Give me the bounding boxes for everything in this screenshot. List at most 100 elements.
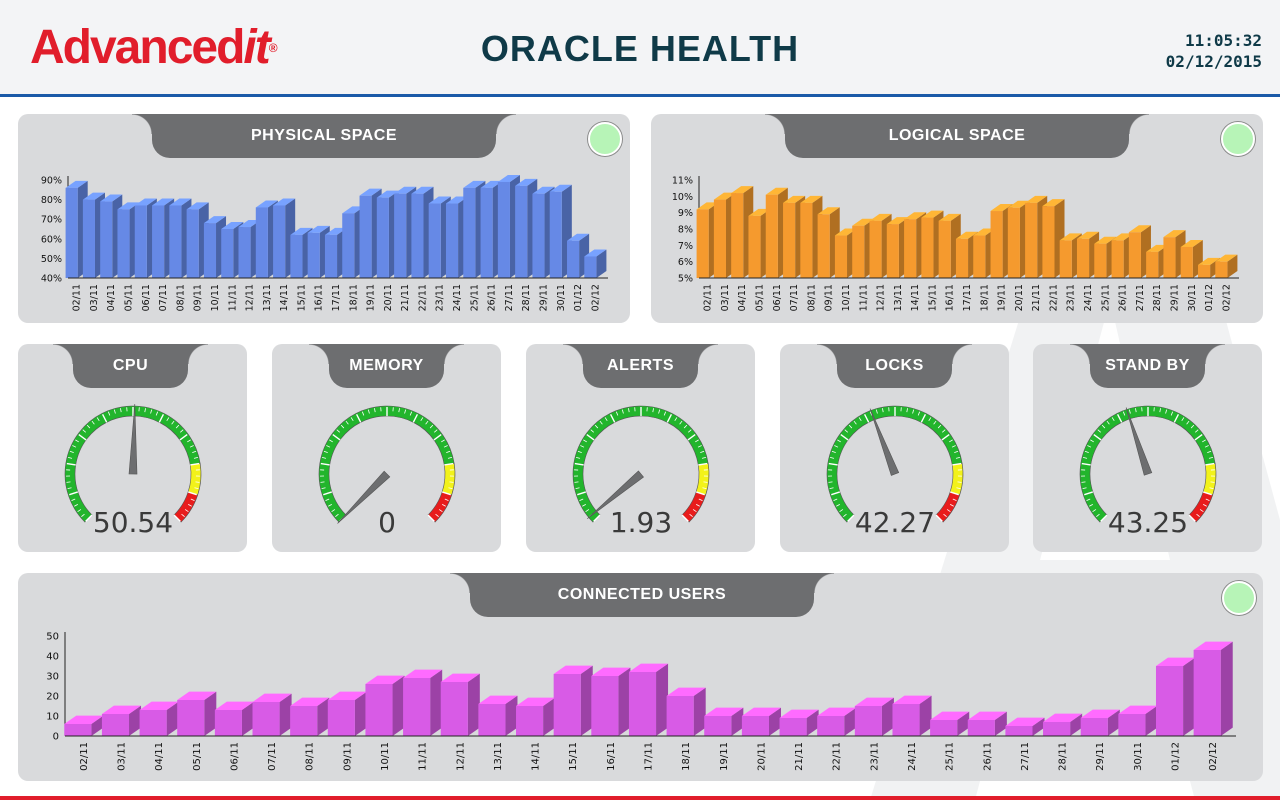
gauge-tick (171, 420, 175, 425)
physical-space-chart: 40% 50% 60% 70% 80% 90% 02/11 03/11 04/11 05/11 06… (41, 174, 608, 311)
gauge-tick (621, 409, 624, 414)
gauge-tick (941, 434, 950, 441)
bar (628, 663, 669, 736)
bar-top (65, 180, 88, 188)
gauge-tick (441, 439, 445, 443)
bar-top (1007, 200, 1030, 208)
gauge-tick (1159, 408, 1161, 413)
gauge-tick (96, 417, 100, 422)
alerts-gauge (572, 405, 710, 523)
gauge-green-band (572, 405, 709, 523)
date-display: 02/12/2015 (1165, 52, 1262, 71)
x-tick-label: 11/11 (858, 284, 869, 311)
bar-top (869, 213, 892, 221)
bar (666, 687, 706, 736)
gauge-tick (374, 408, 376, 413)
gauge-tick (956, 487, 961, 490)
gauge-tick (844, 429, 849, 433)
bar-front (359, 195, 372, 278)
bar-side (543, 697, 556, 736)
bar-side (596, 249, 607, 278)
page-title: ORACLE HEALTH (480, 28, 800, 69)
bar-front (290, 234, 303, 278)
x-tick-label: 09/11 (342, 742, 353, 771)
gauge-tick (679, 420, 683, 425)
y-tick-label: 50% (41, 254, 62, 265)
bar-top (252, 693, 292, 702)
gauge-tick (1116, 413, 1123, 423)
gauge-tick (345, 420, 349, 425)
gauge-yellow-band (695, 463, 710, 496)
x-tick-label: 02/12 (590, 284, 601, 311)
gauge-tick (575, 487, 580, 490)
bar-top (359, 188, 382, 196)
bar-top (817, 207, 840, 215)
gauge-tick (1106, 420, 1110, 425)
bar-top (930, 711, 970, 720)
gauge-tick (1082, 487, 1087, 490)
gauge-needle (869, 408, 900, 476)
gauge-tick (91, 420, 95, 425)
bar-side (204, 691, 217, 736)
gauge-tick (320, 481, 325, 483)
gauge-tick (427, 514, 435, 522)
gauge-tick (906, 408, 908, 413)
bar (1005, 717, 1045, 736)
x-tick-label: 26/11 (1118, 284, 1129, 311)
bar-top (1042, 199, 1065, 207)
gauge-tick (695, 491, 705, 496)
bar-top (1118, 705, 1158, 714)
bar-front (1005, 726, 1033, 736)
x-tick-label: 02/12 (1208, 742, 1219, 771)
gauge-green-band (318, 405, 455, 523)
bar-top (327, 691, 367, 700)
bar-front (214, 710, 242, 736)
x-tick-label: 28/11 (521, 284, 532, 311)
bar-front (1155, 666, 1184, 736)
bar-front (731, 193, 744, 278)
memory-gauge-value: 0 (378, 506, 396, 539)
bar-top (1215, 254, 1238, 262)
bar (741, 707, 781, 736)
gauge-tick (577, 450, 582, 454)
alerts-gauge-title: ALERTS (563, 344, 718, 388)
gauge-tick (920, 413, 927, 423)
bar-top (567, 233, 590, 241)
bar-front (1193, 650, 1221, 736)
bar-front (478, 704, 506, 736)
gauge-tick (692, 509, 697, 512)
gauge-tick (67, 487, 72, 490)
x-tick-label: 16/11 (606, 742, 617, 771)
bar-side (1145, 705, 1158, 736)
bar (139, 701, 179, 736)
gauge-tick (69, 491, 79, 496)
bar-front (800, 202, 813, 278)
bar-front (152, 205, 165, 278)
bar-front (428, 203, 441, 278)
x-tick-label: 25/11 (469, 284, 480, 311)
gauge-tick (576, 456, 581, 459)
bar-top (765, 187, 788, 195)
bar (365, 675, 405, 736)
x-tick-label: 06/11 (229, 742, 240, 771)
gauge-tick (190, 462, 200, 466)
x-tick-label: 12/11 (455, 742, 466, 771)
bar-top (403, 669, 443, 678)
gauge-tick (937, 424, 942, 429)
bar-top (411, 186, 434, 194)
x-tick-label: 10/11 (380, 742, 391, 771)
x-tick-label: 29/11 (1169, 284, 1180, 311)
bar-top (1111, 233, 1134, 241)
x-tick-label: 08/11 (305, 742, 316, 771)
alerts-gauge-panel: ALERTS 1.93 (526, 344, 755, 552)
bar-front (273, 205, 286, 278)
bar-top (628, 663, 669, 672)
gauge-tick (1194, 434, 1203, 441)
gauge-tick (444, 498, 449, 501)
x-tick-label: 17/11 (644, 742, 655, 771)
bar (1118, 705, 1158, 736)
bar-front (1180, 246, 1193, 278)
physical-space-title: PHYSICAL SPACE (132, 114, 516, 158)
x-tick-label: 14/11 (279, 284, 290, 311)
gauge-tick (194, 487, 199, 490)
